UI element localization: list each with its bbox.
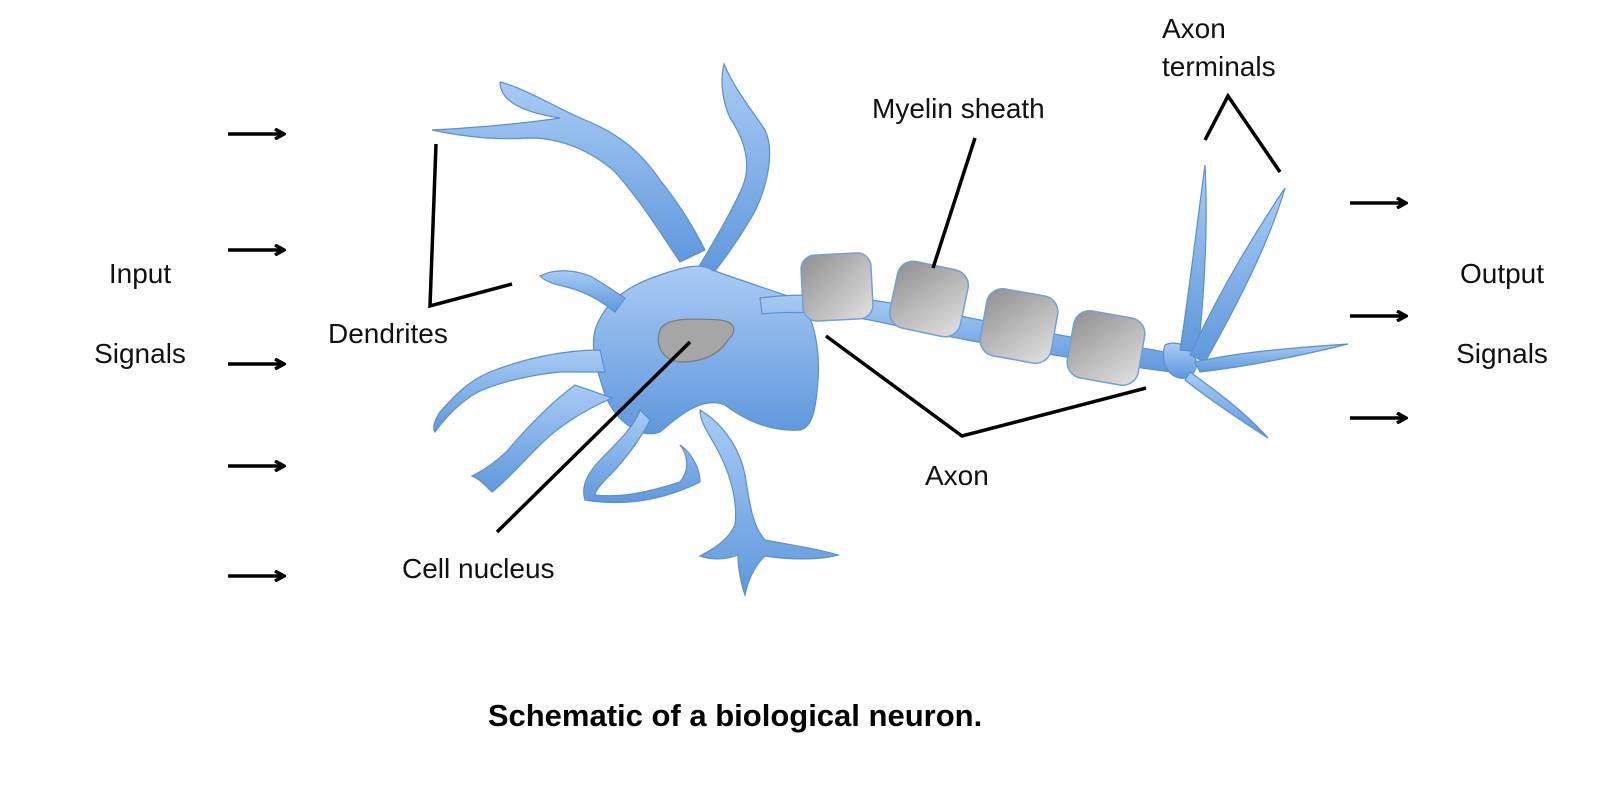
axon-terminals-label: Axon terminals <box>1162 10 1276 86</box>
axon-pointer <box>824 334 1147 438</box>
input-label-line1: Input <box>108 258 172 289</box>
dendrite-lower-left <box>470 384 614 493</box>
axon-terminal-1 <box>1179 164 1207 353</box>
myelin-sheath-label: Myelin sheath <box>872 93 1045 124</box>
dendrite-left-middle <box>433 349 606 434</box>
nucleus-pointer <box>495 340 692 534</box>
output-label-line2: Signals <box>1456 338 1548 369</box>
leader-lines <box>428 92 1282 534</box>
input-arrows <box>228 134 284 576</box>
myelin-segment-3 <box>979 288 1059 364</box>
input-label-line2: Signals <box>94 338 186 369</box>
axon-terminal-3 <box>1194 343 1349 373</box>
output-arrows <box>1350 203 1406 418</box>
myelin-segment-2 <box>888 260 970 338</box>
neuron <box>431 62 1349 598</box>
output-signals-label: Signals <box>1456 335 1548 373</box>
dendrite-bottom-curve <box>583 408 701 504</box>
axon-terminals-pointer <box>1203 92 1282 173</box>
input-signals-label: Signals <box>94 335 186 373</box>
myelin-pointer <box>931 137 977 269</box>
axon-terminals-line2: terminals <box>1162 50 1276 82</box>
myelin-sheath <box>800 252 1146 386</box>
axon-terminal-4 <box>1184 371 1269 439</box>
dendrites-label: Dendrites <box>328 318 448 349</box>
output-label-line1: Output <box>1459 258 1545 289</box>
cell-nucleus <box>657 318 735 363</box>
dendrites-pointer <box>428 143 513 309</box>
dendrite-short <box>539 270 626 313</box>
dendrite-bottom <box>698 408 841 598</box>
figure-caption: Schematic of a biological neuron. <box>487 698 983 733</box>
input-label: Input <box>109 255 171 293</box>
myelin-segment-4 <box>1066 310 1146 386</box>
dendrite-top-left <box>431 81 706 263</box>
output-label: Output <box>1460 255 1544 293</box>
axon-terminal-2 <box>1189 187 1286 363</box>
cell-nucleus-label: Cell nucleus <box>402 553 555 584</box>
dendrite-top <box>697 62 771 276</box>
myelin-segment-1 <box>800 252 874 322</box>
axon-terminals-line1: Axon <box>1162 13 1226 44</box>
axon-label: Axon <box>925 460 989 491</box>
